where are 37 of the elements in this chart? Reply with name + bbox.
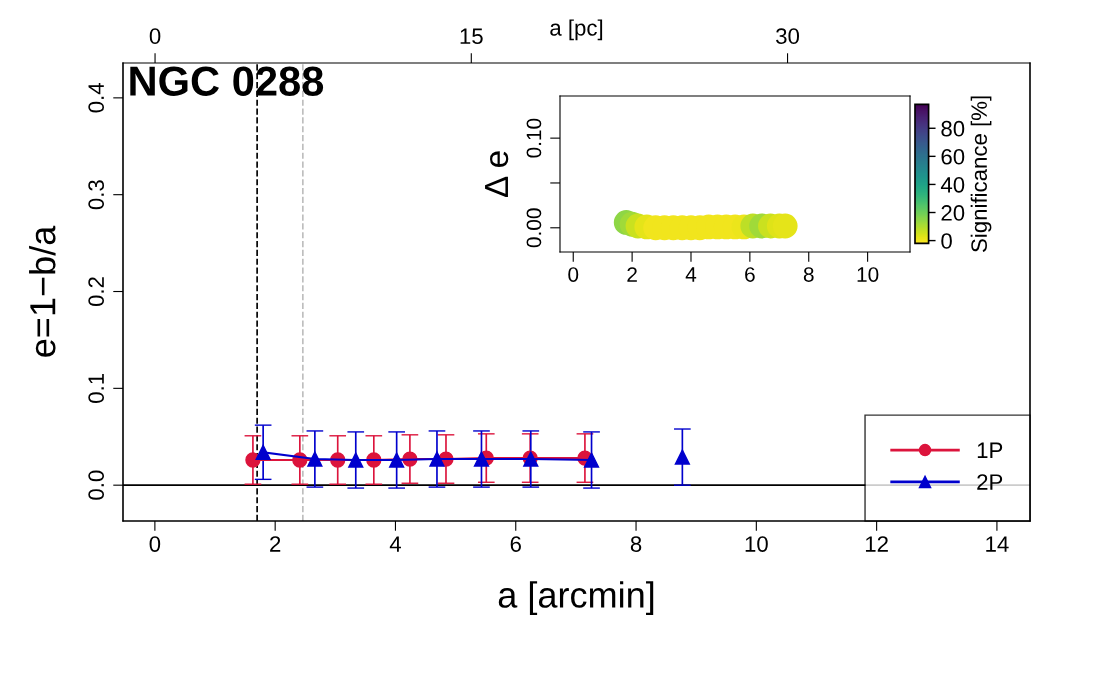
x2-tick-label: 15 — [460, 28, 483, 45]
x-tick-label: 14 — [986, 536, 1009, 552]
x-tick-label: 6 — [745, 267, 755, 282]
y-tick-label: 0.10 — [526, 118, 542, 158]
y-tick-label: 0.4 — [88, 83, 105, 113]
y-tick-label: 0.00 — [526, 208, 542, 248]
y-tick-label: 0.1 — [88, 373, 105, 403]
y-axis-title: e=1−b/a — [29, 225, 56, 357]
color-bar-label: 0 — [941, 233, 952, 249]
y-tick-label: 0.2 — [88, 277, 105, 307]
y-axis-title: Δ e — [485, 151, 509, 198]
y-tick-label: 0.3 — [88, 180, 105, 210]
x-tick-label: 10 — [745, 536, 768, 552]
color-bar-label: 60 — [941, 148, 965, 165]
x-tick-label: 4 — [685, 267, 697, 282]
chart-title: NGC 0288 — [130, 66, 324, 96]
color-bar-label: 40 — [940, 176, 965, 193]
x-axis-title: a [arcmin] — [498, 581, 654, 615]
legend-label: 2P — [977, 474, 1003, 490]
x-tick-label: 8 — [630, 536, 642, 552]
color-bar-title: Significance [%] — [970, 96, 992, 252]
x-tick-label: 0 — [568, 267, 579, 282]
color-bar-label: 20 — [941, 205, 965, 221]
x-tick-label: 6 — [510, 536, 521, 552]
legend-label: 1P — [977, 442, 1003, 458]
y-tick-label: 0.0 — [88, 470, 105, 500]
x-tick-label: 2 — [270, 536, 281, 552]
x-tick-label: 4 — [389, 536, 401, 552]
x2-axis-title: a [pc] — [550, 19, 603, 41]
x-tick-label: 12 — [865, 536, 888, 552]
x-tick-label: 10 — [857, 267, 879, 282]
color-bar-label: 80 — [941, 120, 965, 137]
x-tick-label: 2 — [627, 267, 637, 282]
x-tick-label: 8 — [803, 267, 814, 282]
x-tick-label: 0 — [149, 536, 161, 552]
x2-tick-label: 30 — [776, 28, 800, 45]
x2-tick-label: 0 — [149, 28, 161, 45]
